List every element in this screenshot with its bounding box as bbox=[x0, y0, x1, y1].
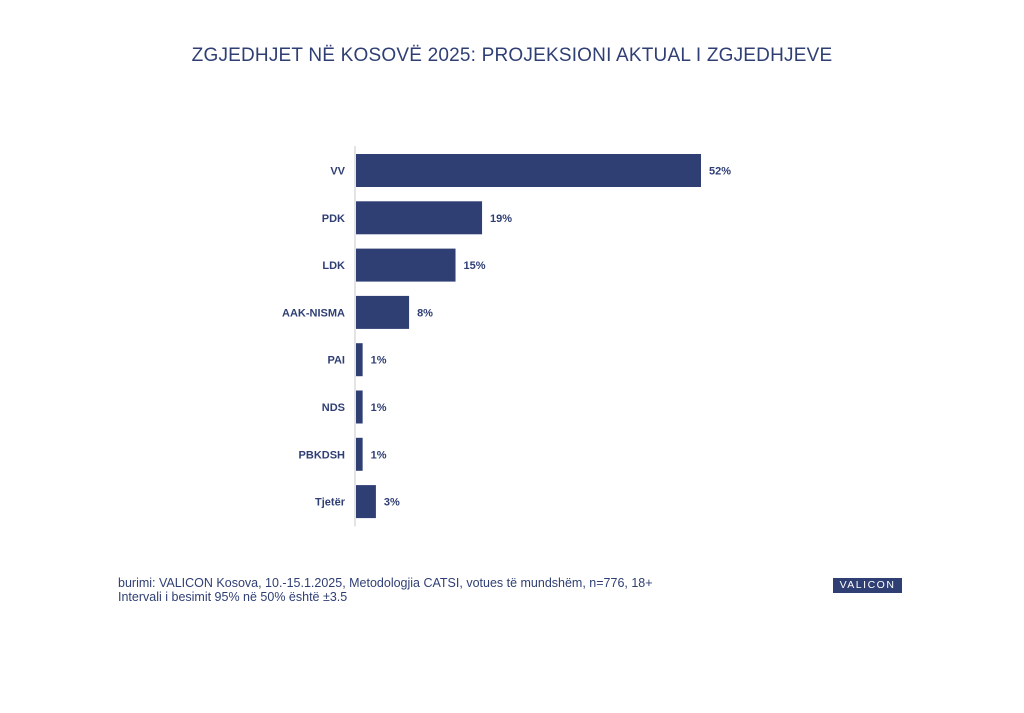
category-label: Tjetër bbox=[315, 497, 346, 509]
bar bbox=[356, 390, 363, 424]
bar bbox=[356, 201, 483, 235]
value-label: 8% bbox=[417, 307, 433, 319]
value-label: 3% bbox=[384, 497, 400, 509]
category-label: NDS bbox=[322, 402, 345, 414]
valicon-logo: VALICON bbox=[833, 578, 902, 593]
category-label: AAK-NISMA bbox=[282, 307, 345, 319]
chart-title: ZGJEDHJET NË KOSOVË 2025: PROJEKSIONI AK… bbox=[191, 45, 833, 66]
value-label: 52% bbox=[709, 166, 731, 178]
category-label: LDK bbox=[322, 260, 345, 272]
bar bbox=[356, 295, 410, 329]
source-line: burimi: VALICON Kosova, 10.-15.1.2025, M… bbox=[118, 576, 653, 590]
category-label: PAI bbox=[327, 355, 345, 367]
value-label: 1% bbox=[371, 355, 387, 367]
bar bbox=[356, 343, 363, 377]
bar bbox=[356, 154, 701, 187]
value-label: 1% bbox=[371, 402, 387, 414]
confidence-line: Intervali i besimit 95% në 50% është ±3.… bbox=[118, 590, 348, 604]
category-label: PBKDSH bbox=[299, 449, 346, 461]
value-label: 1% bbox=[371, 449, 387, 461]
bar bbox=[356, 437, 363, 471]
bar bbox=[356, 248, 456, 282]
value-label: 15% bbox=[464, 260, 486, 272]
source-note: burimi: VALICON Kosova, 10.-15.1.2025, M… bbox=[118, 576, 653, 604]
bar bbox=[356, 485, 376, 519]
category-label: VV bbox=[330, 166, 345, 178]
category-label: PDK bbox=[322, 213, 345, 225]
value-label: 19% bbox=[490, 213, 512, 225]
